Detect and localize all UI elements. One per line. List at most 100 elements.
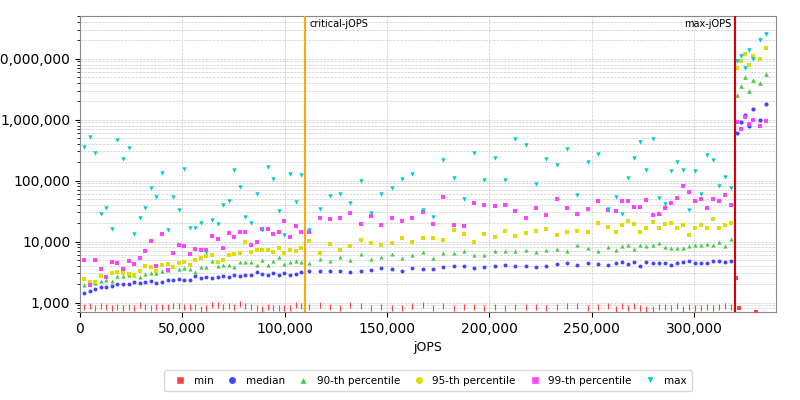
Point (628, 221, 641, 227)
Point (664, 168, 677, 174)
Point (386, 214, 398, 221)
Point (344, 302, 357, 308)
Point (294, 172, 307, 178)
Point (694, 191, 707, 198)
Point (468, 239, 481, 245)
Point (217, 245, 230, 251)
Point (313, 256, 326, 262)
Point (278, 260, 290, 267)
Point (747, 106, 760, 112)
Point (730, 275, 742, 282)
Point (581, 205, 594, 212)
Point (211, 221, 224, 227)
Point (155, 231, 168, 237)
Point (189, 256, 202, 263)
Point (530, 205, 542, 212)
Point (161, 260, 174, 267)
Point (250, 238, 263, 245)
Point (622, 218, 634, 224)
Point (150, 280, 163, 286)
Point (458, 231, 470, 238)
Point (581, 305, 594, 311)
Point (183, 304, 196, 311)
Point (759, 118, 772, 124)
Point (581, 228, 594, 235)
Point (610, 260, 622, 266)
Point (571, 242, 584, 248)
Point (111, 304, 124, 310)
Point (747, 56, 760, 62)
Point (344, 243, 357, 249)
Point (128, 260, 141, 267)
Point (670, 260, 683, 266)
Point (488, 155, 501, 162)
Point (166, 277, 179, 284)
Point (478, 252, 491, 258)
Point (509, 232, 522, 239)
Point (303, 260, 316, 266)
Point (178, 166, 190, 173)
Point (161, 304, 174, 310)
Point (622, 242, 634, 248)
Point (145, 238, 158, 245)
Point (334, 254, 346, 260)
Point (550, 161, 563, 168)
Point (122, 271, 135, 277)
Point (217, 262, 230, 268)
Point (519, 247, 532, 253)
Point (658, 260, 671, 266)
Point (640, 306, 653, 312)
Point (250, 191, 263, 198)
Point (550, 304, 563, 311)
Point (706, 157, 719, 164)
Point (652, 195, 665, 202)
Point (344, 200, 357, 206)
Point (245, 220, 258, 226)
Point (519, 263, 532, 269)
Point (591, 198, 604, 204)
Point (759, 45, 772, 51)
Point (78, 290, 90, 296)
Point (139, 304, 152, 310)
Point (718, 174, 731, 180)
Point (498, 228, 511, 234)
Point (610, 208, 622, 215)
Point (676, 183, 689, 190)
Point (437, 157, 450, 164)
Point (646, 136, 659, 142)
Point (519, 215, 532, 221)
Point (652, 225, 665, 232)
Point (323, 304, 336, 310)
Point (303, 304, 316, 310)
Point (83, 279, 96, 286)
Point (616, 259, 629, 265)
Point (735, 83, 748, 90)
Point (344, 269, 357, 275)
Point (688, 305, 701, 311)
Point (682, 207, 695, 213)
Point (458, 222, 470, 229)
Point (676, 259, 689, 265)
Point (89, 280, 102, 286)
Point (128, 272, 141, 278)
Point (194, 220, 207, 226)
Point (550, 232, 563, 238)
Point (161, 277, 174, 284)
Point (344, 210, 357, 216)
Point (754, 116, 766, 123)
Point (743, 46, 756, 53)
Point (581, 245, 594, 251)
Point (194, 274, 207, 281)
Point (278, 270, 290, 276)
Point (701, 152, 714, 158)
Point (139, 262, 152, 269)
Point (161, 227, 174, 233)
Point (550, 261, 563, 267)
Point (688, 198, 701, 204)
Legend: min, median, 90-th percentile, 95-th percentile, 99-th percentile, max: min, median, 90-th percentile, 95-th per… (164, 370, 692, 391)
Point (694, 242, 707, 248)
Point (134, 274, 146, 280)
Point (468, 252, 481, 258)
Point (682, 304, 695, 310)
Point (658, 244, 671, 250)
